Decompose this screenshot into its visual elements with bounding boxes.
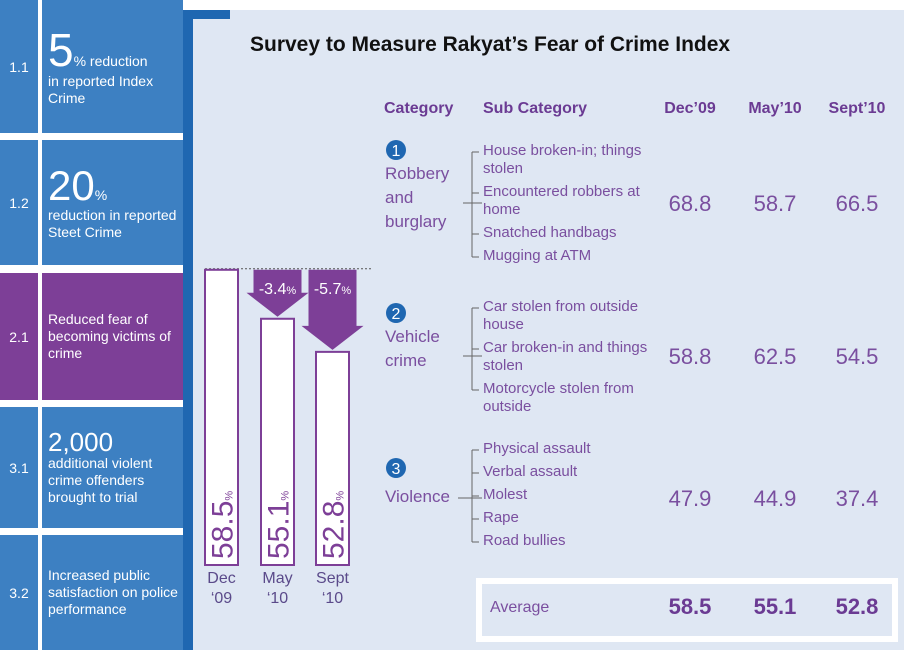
item-box: 20% reduction in reported Steet Crime	[42, 140, 183, 265]
value: 37.4	[835, 486, 879, 511]
header: Category	[384, 100, 454, 117]
panel-edge	[183, 10, 193, 650]
headline-unit: %	[94, 186, 108, 203]
bar-value: 52.8	[318, 501, 351, 559]
header: May’10	[748, 100, 802, 117]
item-box: Reduced fear of becoming victims of crim…	[42, 273, 183, 400]
change-label: -3.4%	[259, 281, 297, 298]
change-unit: %	[286, 285, 296, 297]
bar-category: Sept	[316, 570, 349, 587]
subcategory: Motorcycle stolen from outside	[483, 380, 634, 415]
subcategories: Physical assault Verbal assault Molest Rape…	[483, 440, 653, 555]
badge	[386, 140, 406, 160]
bar-unit: %	[280, 491, 292, 501]
item-text: Increased public satisfaction on police …	[48, 567, 178, 617]
bar	[260, 317, 295, 567]
item-text: Reduced fear of becoming victims of crim…	[48, 311, 171, 361]
change-arrow	[246, 269, 309, 317]
value: 44.9	[753, 486, 797, 511]
subcategory: Rape	[483, 509, 519, 526]
change-value: -3.4	[259, 281, 287, 298]
header: Dec’09	[664, 100, 716, 117]
bar-unit: %	[224, 491, 236, 501]
bar-category: ‘10	[321, 590, 344, 607]
badge-number: 3	[392, 461, 401, 478]
bar-category: May	[262, 570, 293, 587]
value: 54.5	[835, 344, 879, 369]
header: Sub Category	[483, 100, 588, 117]
average-value: 52.8	[835, 594, 879, 619]
average-box	[482, 584, 892, 636]
headline: 2,000	[48, 429, 179, 455]
subcategory: Verbal assault	[483, 463, 578, 480]
headline-number: 20	[48, 161, 95, 209]
value: 47.9	[668, 486, 712, 511]
item-id: 1.1	[0, 0, 38, 133]
average-label: Average	[490, 599, 550, 616]
bar-value: 58.5	[207, 501, 240, 559]
panel-edge-top	[183, 10, 230, 19]
subcategory: Car stolen from outside house	[483, 298, 639, 333]
value: 58.7	[753, 191, 797, 216]
item-box: 2,000 additional violent crime offenders …	[42, 407, 183, 528]
change-unit: %	[341, 285, 351, 297]
item-text: reduction in reported Steet Crime	[48, 206, 177, 240]
bar-label: 55.1%	[263, 491, 296, 559]
value: 62.5	[753, 344, 797, 369]
subcategory: House broken-in; things stolen	[483, 142, 642, 177]
bar-unit: %	[335, 491, 347, 501]
average-value: 58.5	[668, 594, 712, 619]
value: 58.8	[668, 344, 712, 369]
badge-number: 2	[392, 306, 401, 323]
headline-unit: % reduction	[73, 52, 148, 69]
subcategory: Snatched handbags	[483, 224, 617, 241]
change-label: -5.7%	[314, 281, 352, 298]
item-text: in reported Index Crime	[48, 72, 154, 106]
bar	[204, 268, 239, 566]
title: Survey to Measure Rakyat’s Fear of Crime…	[250, 33, 731, 56]
average-value: 55.1	[753, 594, 797, 619]
headline: 5% reduction	[48, 27, 179, 73]
change-arrow	[301, 269, 364, 350]
subcategory: Molest	[483, 486, 528, 503]
category: Violence	[385, 487, 450, 506]
item-id: 1.2	[0, 140, 38, 265]
subcategory: Mugging at ATM	[483, 247, 592, 264]
item-box: 5% reduction in reported Index Crime	[42, 0, 183, 133]
bar-category: Dec	[207, 570, 236, 587]
bar-label: 52.8%	[318, 491, 351, 559]
headline-number: 5	[48, 23, 74, 76]
item-id: 3.2	[0, 535, 38, 650]
item-id: 2.1	[0, 273, 38, 400]
bar	[315, 350, 350, 566]
subcategories: Car stolen from outside house Car broken-…	[483, 298, 653, 421]
bar-label: 58.5%	[207, 491, 240, 559]
badge	[386, 458, 406, 478]
bar-value: 55.1	[263, 501, 296, 559]
subcategory: Physical assault	[483, 440, 591, 457]
value: 68.8	[668, 191, 712, 216]
item-text: additional violent crime offenders broug…	[48, 455, 153, 505]
header: Sept’10	[828, 100, 886, 117]
subcategory: Car broken-in and things stolen	[483, 339, 648, 374]
subcategory: Road bullies	[483, 532, 566, 549]
item-id: 3.1	[0, 407, 38, 528]
headline-number: 2,000	[48, 427, 114, 457]
category: Vehicle crime	[385, 327, 440, 370]
category: Robbery and burglary	[385, 164, 450, 231]
change-value: -5.7	[314, 281, 342, 298]
bar-category: ‘09	[210, 590, 233, 607]
subcategories: House broken-in; things stolen Encountere…	[483, 142, 653, 270]
bar-category: ‘10	[266, 590, 289, 607]
badge-number: 1	[392, 143, 401, 160]
badge	[386, 303, 406, 323]
headline: 20%	[48, 161, 179, 209]
value: 66.5	[835, 191, 879, 216]
item-box: Increased public satisfaction on police …	[42, 535, 183, 650]
subcategory: Encountered robbers at home	[483, 183, 640, 218]
